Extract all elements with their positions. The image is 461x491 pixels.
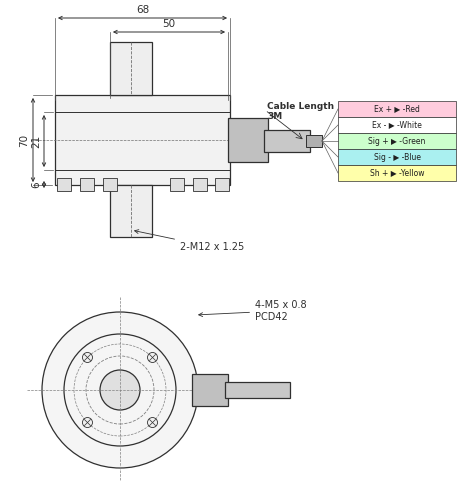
Circle shape — [42, 312, 198, 468]
Circle shape — [148, 353, 158, 362]
Bar — [55, 95, 230, 185]
Text: 6: 6 — [31, 181, 41, 188]
Text: Ex - ▶ -White: Ex - ▶ -White — [372, 120, 422, 130]
Bar — [338, 101, 456, 117]
Bar — [110, 185, 152, 237]
Circle shape — [100, 370, 140, 410]
Text: Sig - ▶ -Blue: Sig - ▶ -Blue — [373, 153, 420, 162]
Text: 4-M5 x 0.8
PCD42: 4-M5 x 0.8 PCD42 — [199, 300, 307, 322]
Text: 50: 50 — [162, 19, 176, 29]
Bar — [338, 165, 456, 181]
Text: Sh + ▶ -Yellow: Sh + ▶ -Yellow — [370, 168, 424, 178]
Text: 2-M12 x 1.25: 2-M12 x 1.25 — [135, 230, 244, 252]
Circle shape — [83, 417, 93, 428]
Bar — [193, 178, 207, 191]
Bar — [338, 133, 456, 149]
Bar — [264, 130, 310, 152]
Bar — [192, 374, 228, 406]
Bar — [80, 178, 94, 191]
Bar — [170, 178, 184, 191]
Text: 70: 70 — [19, 134, 29, 146]
Text: Sig + ▶ -Green: Sig + ▶ -Green — [368, 136, 426, 145]
Bar — [103, 178, 117, 191]
Bar — [306, 135, 322, 147]
Bar — [338, 117, 456, 133]
Bar — [338, 149, 456, 165]
Circle shape — [148, 417, 158, 428]
Bar — [57, 178, 71, 191]
Bar — [215, 178, 229, 191]
Text: Ex + ▶ -Red: Ex + ▶ -Red — [374, 105, 420, 113]
Circle shape — [83, 353, 93, 362]
Bar — [225, 382, 290, 398]
Bar — [110, 42, 152, 95]
Text: 68: 68 — [136, 5, 149, 15]
Text: Cable Length
3M: Cable Length 3M — [267, 102, 334, 121]
Bar — [228, 118, 268, 162]
Text: 21: 21 — [31, 135, 41, 148]
